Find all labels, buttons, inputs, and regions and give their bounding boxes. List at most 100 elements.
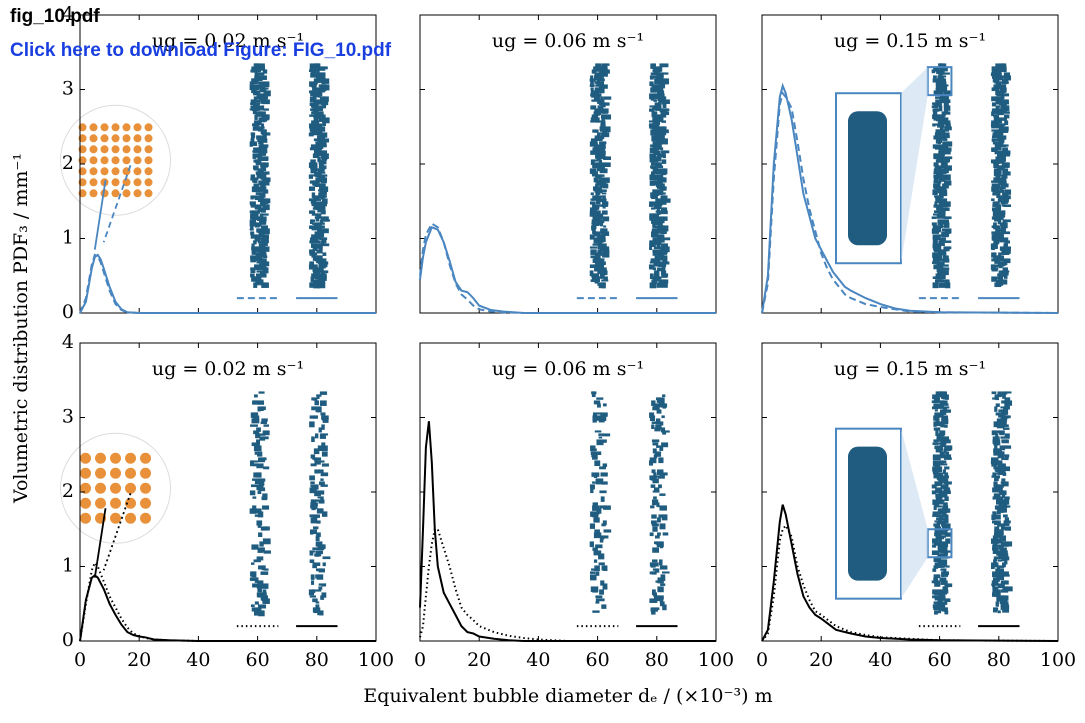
bubble-column <box>593 517 600 523</box>
bubble-column <box>322 243 330 247</box>
bubble-column <box>309 475 315 481</box>
bubble-column <box>597 243 604 250</box>
series-line <box>419 222 716 314</box>
bubble-column <box>600 412 608 417</box>
bubble-column <box>934 469 939 473</box>
bubble-column <box>939 451 945 455</box>
particle <box>89 123 98 132</box>
bubble-column <box>260 421 268 425</box>
bubble-column <box>995 228 1000 233</box>
bubble-column <box>318 583 327 586</box>
bubble-column <box>994 84 998 88</box>
bubble-column <box>944 490 951 495</box>
bubble-column <box>999 126 1007 131</box>
bubble-column <box>931 261 937 264</box>
particle <box>133 134 142 143</box>
bubble-column <box>941 213 946 218</box>
bubble-column <box>315 177 321 183</box>
bubble-column <box>313 99 321 104</box>
bubble-column <box>592 195 600 201</box>
bubble-column <box>311 120 316 125</box>
bubble-column <box>932 123 936 127</box>
bubble-column <box>321 451 328 457</box>
bubble-column <box>660 198 666 203</box>
bubble-column <box>259 436 266 441</box>
bubble-column <box>309 415 316 419</box>
bubble-column <box>935 273 942 279</box>
x-tick-label: 80 <box>645 649 669 671</box>
bubble-column <box>659 192 666 195</box>
bubble-column <box>931 484 937 489</box>
particle <box>80 497 92 509</box>
bubble-column <box>651 279 658 284</box>
bubble-column <box>257 490 262 494</box>
bubble-column <box>595 198 601 205</box>
bubble-column <box>1003 502 1008 505</box>
bubble-column <box>258 126 263 131</box>
bubble-column <box>649 153 657 159</box>
bubble-column <box>999 90 1007 93</box>
bubble-column <box>934 240 938 244</box>
bubble-column <box>253 102 260 107</box>
bubble-column <box>263 424 270 427</box>
bubble-column <box>316 258 323 263</box>
bubble-column <box>258 150 266 156</box>
bubble-column <box>595 571 600 576</box>
bubble-column <box>311 108 317 111</box>
bubble-column <box>598 75 604 81</box>
bubble-column <box>993 481 998 487</box>
bubble-column <box>602 102 610 106</box>
bubble-column <box>942 78 947 84</box>
bubble-column <box>991 475 996 478</box>
bubble-column <box>937 168 946 172</box>
bubble-column <box>1000 87 1006 91</box>
bubble-column <box>259 135 267 140</box>
bubble-column <box>932 589 940 595</box>
bubble-column <box>933 559 941 562</box>
bubble-column <box>658 249 662 255</box>
bubble-column <box>656 427 662 430</box>
particle <box>100 167 109 176</box>
bubble-column <box>1000 63 1005 70</box>
bubble-column <box>249 508 257 514</box>
bubble-column <box>596 63 602 68</box>
bubble-column <box>937 508 944 514</box>
bubble-column <box>650 129 654 136</box>
bubble-column <box>652 252 657 256</box>
bubble-column <box>320 484 328 487</box>
bubble-column <box>654 117 661 120</box>
bubble-column <box>936 195 942 201</box>
bubble-column <box>656 72 664 78</box>
bubble-column <box>652 249 660 253</box>
bubble-column <box>936 505 942 508</box>
bubble-column <box>254 204 262 210</box>
bubble-column <box>998 409 1002 413</box>
bubble-column <box>649 75 654 80</box>
bubble-column <box>314 400 320 406</box>
bubble-column <box>314 216 323 219</box>
bubble-column <box>1000 526 1006 530</box>
bubble-column <box>662 198 671 203</box>
bubble-column <box>318 162 324 169</box>
bubble-column <box>321 463 329 467</box>
bubble-column <box>599 180 607 186</box>
particle <box>111 145 120 154</box>
bubble-column <box>253 147 258 153</box>
bubble-column <box>942 529 948 534</box>
bubble-column <box>258 400 265 405</box>
bubble-column <box>313 78 319 84</box>
bubble-column <box>258 595 264 598</box>
bubble-column <box>657 231 666 234</box>
bubble-column <box>256 174 263 179</box>
bubble-column <box>991 216 999 220</box>
bubble-column <box>253 472 261 478</box>
bubble-column <box>254 237 261 242</box>
bubble-column <box>651 439 660 443</box>
download-link[interactable]: Click here to download Figure: FIG_10.pd… <box>10 40 392 61</box>
bubble-column <box>943 102 949 108</box>
bubble-zoom <box>848 111 887 246</box>
bubble-column <box>937 210 942 215</box>
bubble-column <box>939 249 947 256</box>
bubble-column <box>597 156 605 159</box>
bubble-column <box>311 406 316 411</box>
